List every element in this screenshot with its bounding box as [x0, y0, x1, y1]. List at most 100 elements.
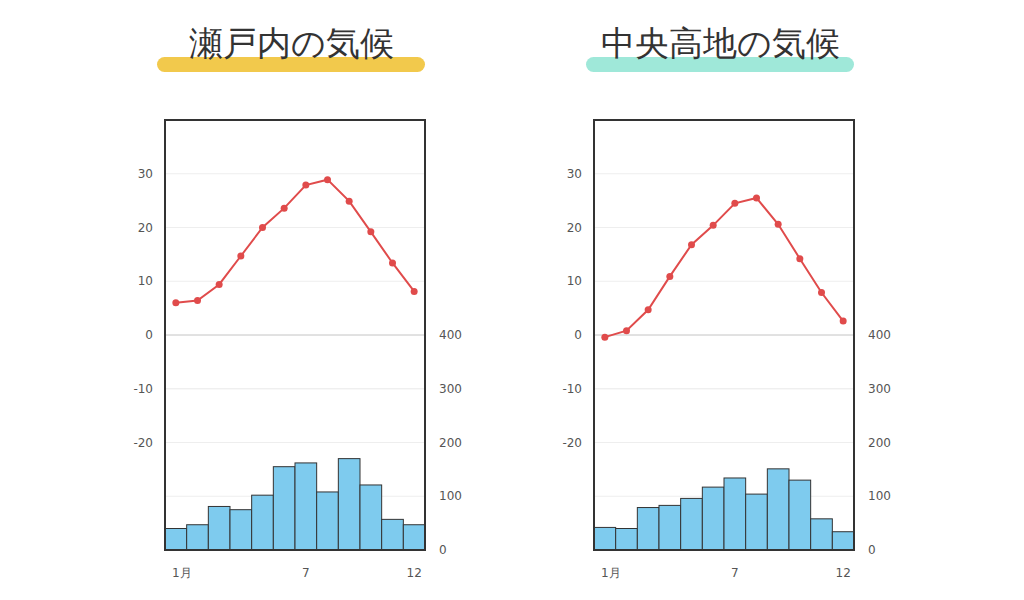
bar: [702, 487, 724, 550]
x-tick-label: 7: [731, 566, 739, 580]
grid-line: [594, 442, 854, 443]
chart: 中央高地の気候-20-10010203001002003004001月712: [562, 23, 891, 580]
y-tick-label: 20: [567, 221, 582, 235]
marker: [172, 299, 179, 306]
y-tick-label: -10: [133, 382, 153, 396]
line: [605, 198, 843, 337]
marker: [346, 198, 353, 205]
bar: [187, 525, 209, 550]
bar: [832, 532, 854, 550]
x-tick-label: 7: [302, 566, 310, 580]
bar: [767, 469, 789, 550]
grid-line: [165, 335, 425, 336]
marker: [237, 252, 244, 259]
bar: [295, 463, 317, 550]
y2-tick-label: 200: [439, 436, 462, 450]
y-tick-label: 0: [574, 328, 582, 342]
bar: [659, 505, 681, 550]
marker: [753, 194, 760, 201]
x-tick-label: 12: [407, 566, 422, 580]
line: [176, 180, 414, 303]
x-tick-label: 12: [836, 566, 851, 580]
marker: [818, 289, 825, 296]
data-group: [165, 176, 425, 550]
marker: [389, 259, 396, 266]
bar: [273, 467, 295, 550]
marker: [411, 288, 418, 295]
bar: [616, 529, 638, 551]
bar: [746, 494, 768, 550]
y-tick-label: -20: [133, 436, 153, 450]
page: 瀬戸内の気候-20-10010203001002003004001月712中央高…: [0, 0, 1024, 600]
marker: [775, 221, 782, 228]
bar: [681, 498, 703, 550]
y2-tick-label: 300: [868, 382, 891, 396]
marker: [666, 273, 673, 280]
title: 中央高地の気候: [601, 23, 840, 63]
bar: [811, 519, 833, 550]
grid-line: [594, 335, 854, 336]
grid-line: [594, 388, 854, 389]
bar: [230, 510, 252, 550]
grid-line: [594, 227, 854, 228]
data-group: [594, 194, 854, 550]
bar: [403, 525, 425, 550]
marker: [281, 205, 288, 212]
y2-tick-label: 200: [868, 436, 891, 450]
bar: [789, 480, 811, 550]
marker: [623, 327, 630, 334]
y-tick-label: -20: [562, 436, 582, 450]
y2-tick-label: 400: [439, 328, 462, 342]
y-tick-label: -10: [562, 382, 582, 396]
grid-line: [165, 335, 425, 336]
grid-line: [165, 173, 425, 174]
frame: [594, 120, 854, 550]
y2-tick-label: 0: [868, 543, 876, 557]
y-tick-label: 30: [567, 167, 582, 181]
bar: [208, 506, 230, 550]
y-tick-label: 10: [567, 274, 582, 288]
bar: [382, 519, 404, 550]
x-tick-label: 1月: [601, 566, 621, 580]
bar: [165, 529, 187, 551]
marker: [302, 182, 309, 189]
bar: [338, 459, 360, 550]
grid-line: [165, 227, 425, 228]
y2-tick-label: 100: [439, 489, 462, 503]
frame: [165, 120, 425, 550]
y-tick-label: 0: [145, 328, 153, 342]
marker: [259, 224, 266, 231]
marker: [796, 255, 803, 262]
bar: [360, 485, 382, 550]
marker: [840, 318, 847, 325]
marker: [710, 222, 717, 229]
marker: [601, 334, 608, 341]
grid-line: [165, 388, 425, 389]
bar: [317, 492, 339, 550]
bar: [594, 527, 616, 550]
marker: [645, 306, 652, 313]
grid-line: [594, 442, 854, 443]
grid-line: [165, 281, 425, 282]
y2-tick-label: 300: [439, 382, 462, 396]
grid-line: [165, 388, 425, 389]
grid-line: [594, 388, 854, 389]
bar: [724, 478, 746, 550]
grid-line: [594, 173, 854, 174]
marker: [367, 228, 374, 235]
y-tick-label: 20: [138, 221, 153, 235]
x-tick-label: 1月: [172, 566, 192, 580]
marker: [688, 241, 695, 248]
marker: [216, 281, 223, 288]
marker: [194, 297, 201, 304]
marker: [324, 176, 331, 183]
y2-tick-label: 100: [868, 489, 891, 503]
grid-line: [165, 442, 425, 443]
chart: 瀬戸内の気候-20-10010203001002003004001月712: [133, 23, 462, 580]
title: 瀬戸内の気候: [189, 23, 394, 63]
y2-tick-label: 400: [868, 328, 891, 342]
y-tick-label: 30: [138, 167, 153, 181]
grid-line: [165, 442, 425, 443]
bar: [252, 495, 274, 550]
bar: [637, 508, 659, 550]
